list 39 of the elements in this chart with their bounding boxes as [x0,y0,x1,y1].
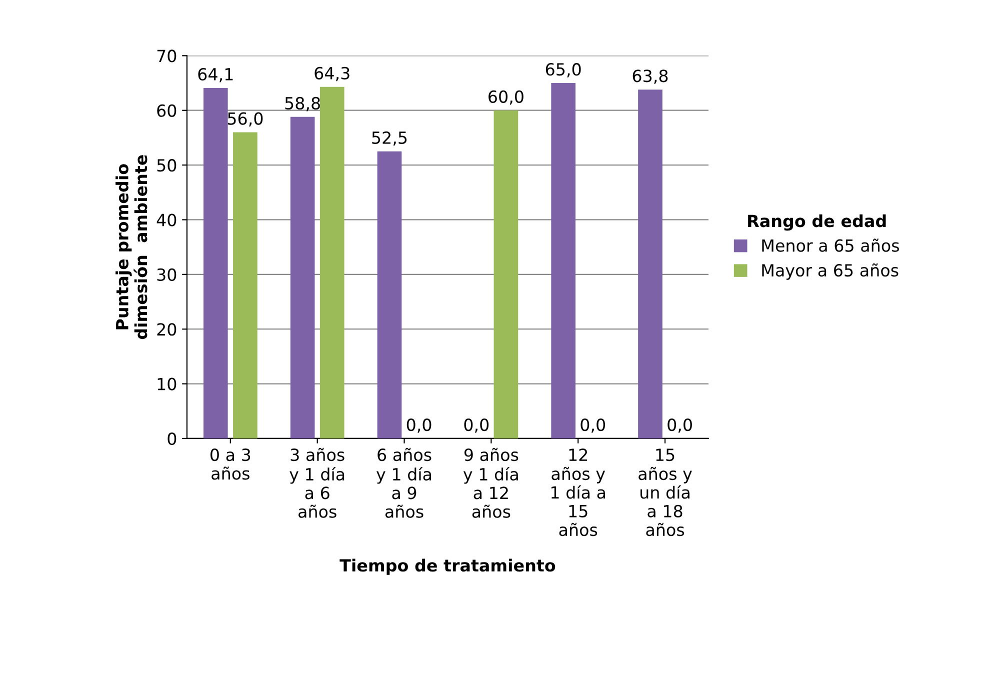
data-label: 56,0 [228,112,263,127]
data-label: 63,8 [632,70,668,84]
bar [377,151,402,438]
y-tick-label: 30 [157,268,176,281]
legend-title: Rango de edad [748,214,886,231]
bar [551,83,576,438]
bar [320,86,344,438]
legend-label: Mayor a 65 años [762,263,898,280]
bar [494,110,518,438]
y-tick-label: 50 [157,159,176,172]
data-label: 0,0 [668,418,692,433]
x-tick-label: 0 a 3 años [210,448,250,480]
data-label: 0,0 [464,418,489,433]
data-label: 60,0 [488,90,524,105]
x-tick-label: 15 años y un día a 18 años [638,448,692,536]
data-label: 0,0 [580,418,606,433]
data-label: 0,0 [406,418,432,433]
bar [233,132,258,438]
bar [203,88,228,438]
y-tick-label: 70 [157,50,176,62]
data-label: 65,0 [546,63,581,78]
x-axis-title: Tiempo de tratamiento [340,558,556,575]
x-tick-label: 6 años y 1 día a 9 años [376,448,432,518]
y-tick-label: 40 [156,214,176,226]
bar [290,116,315,438]
bar [638,90,662,438]
y-tick-label: 10 [158,378,176,390]
data-label: 64,3 [314,66,350,82]
data-label: 64,1 [198,68,233,82]
data-label: 58,8 [285,96,320,112]
y-axis-title: Puntaje promedio dimesión ambiente [116,155,148,340]
y-tick-label: 60 [157,104,176,117]
legend-label: Menor a 65 años [762,238,899,252]
data-label: 52,5 [372,131,407,146]
y-tick-label: 20 [157,323,176,336]
x-tick-label: 3 años y 1 día a 6 años [290,448,344,518]
y-tick-label: 0 [168,432,176,446]
x-tick-label: 9 años y 1 día a 12 años [463,448,518,518]
x-tick-label: 12 años y 1 día a 15 años [552,448,606,536]
